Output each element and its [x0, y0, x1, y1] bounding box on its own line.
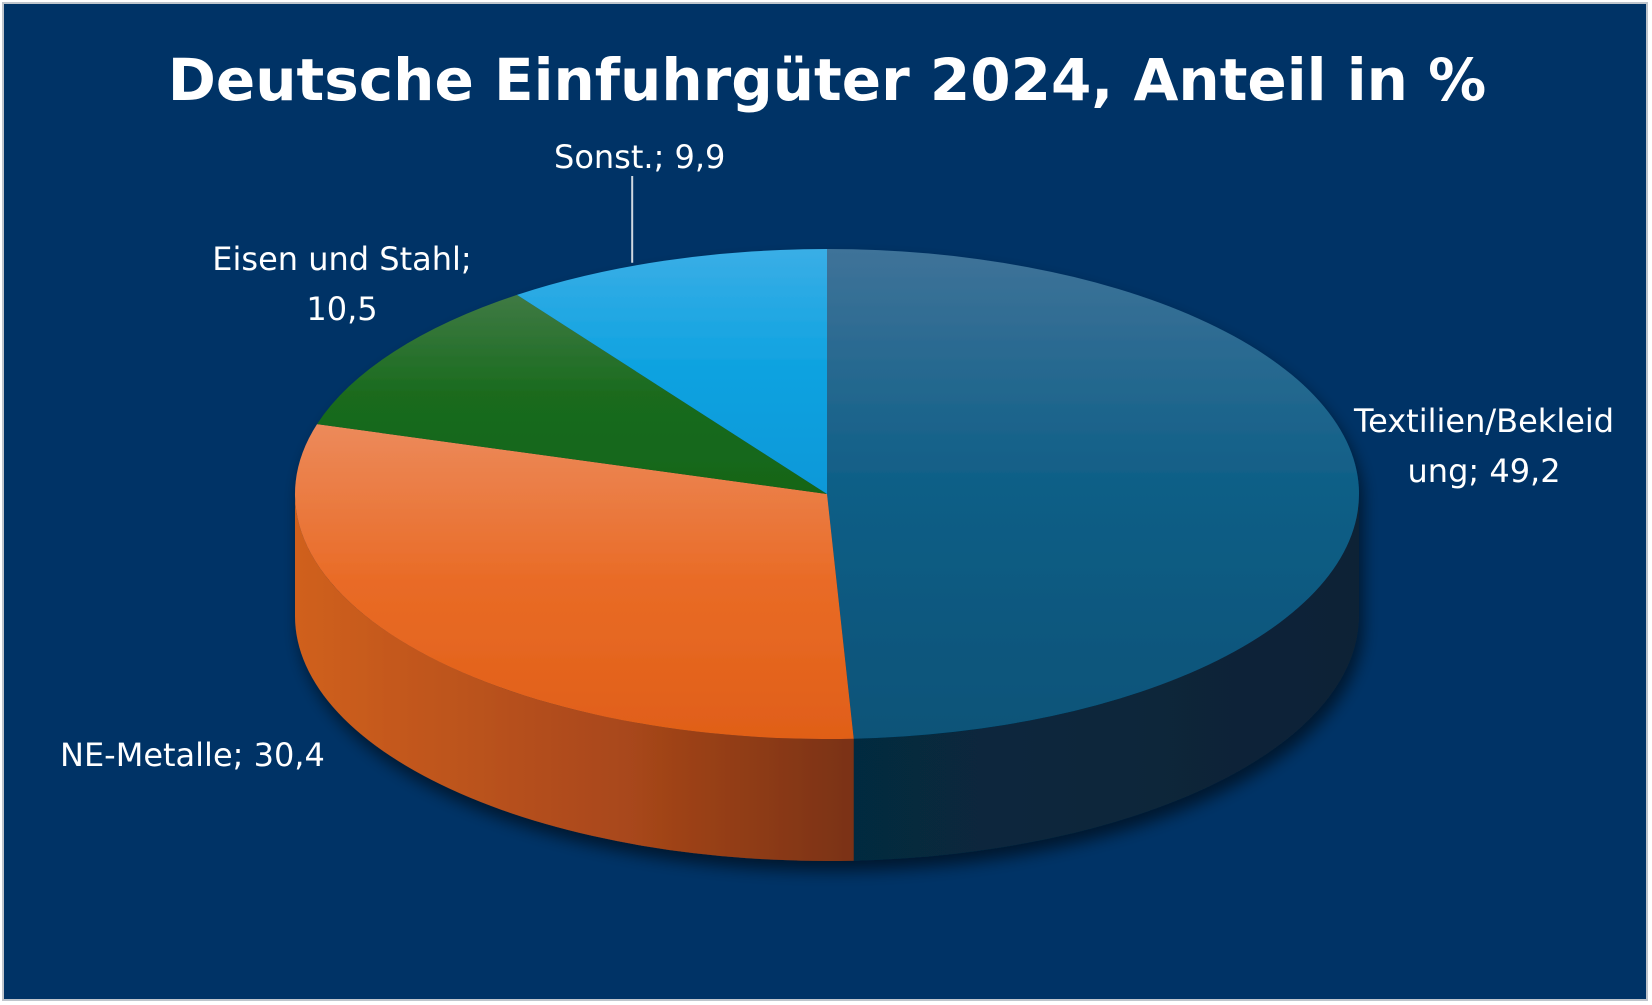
data-label-sonst: Sonst.; 9,9	[554, 132, 725, 182]
pie-slice-ne-metalle[interactable]	[294, 424, 854, 739]
pie-side-ne-metalle	[295, 494, 854, 861]
pie-slice-eisen-und-stahl[interactable]	[317, 294, 827, 494]
pie-slice-textilien-bekleidung[interactable]	[827, 249, 1359, 739]
data-label-ne-metalle: NE-Metalle; 30,4	[60, 730, 325, 780]
data-label-line: ung; 49,2	[1407, 452, 1561, 490]
pie-slice-sonst-[interactable]	[517, 249, 827, 494]
data-label-line: Sonst.; 9,9	[554, 138, 726, 176]
pie-chart	[294, 176, 1359, 861]
pie-body	[294, 249, 1359, 861]
data-label-line: Eisen und Stahl;	[212, 240, 472, 278]
data-label-line: Textilien/Bekleid	[1354, 402, 1615, 440]
data-label-line: 10,5	[306, 290, 378, 328]
pie-side-textilien-bekleidung	[853, 494, 1359, 861]
chart-title: Deutsche Einfuhrgüter 2024, Anteil in %	[167, 46, 1487, 114]
data-label-textilien: Textilien/Bekleid ung; 49,2	[1354, 396, 1614, 496]
data-label-eisen-stahl: Eisen und Stahl; 10,5	[202, 234, 482, 334]
data-label-line: NE-Metalle; 30,4	[60, 736, 325, 774]
